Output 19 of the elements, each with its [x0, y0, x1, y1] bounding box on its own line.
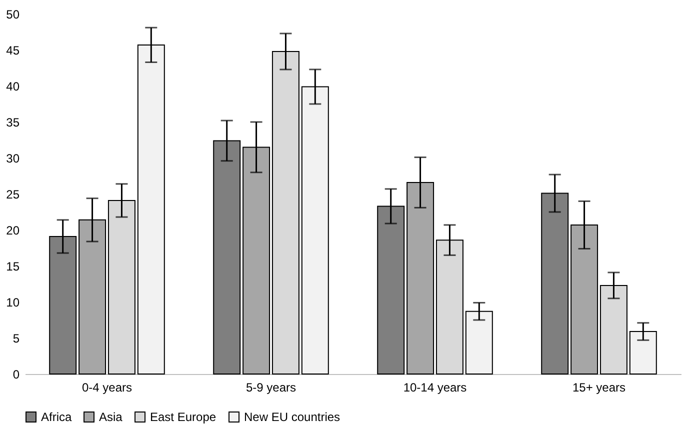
x-tick-label: 10-14 years [403, 380, 467, 394]
legend-label: Africa [41, 410, 72, 424]
y-tick-label: 10 [6, 296, 20, 310]
y-tick-label: 20 [6, 224, 20, 238]
y-tick-label: 25 [6, 188, 20, 202]
y-tick-label: 35 [6, 116, 20, 130]
x-tick-label: 5-9 years [246, 380, 296, 394]
legend-label: Asia [99, 410, 123, 424]
x-tick-label: 15+ years [572, 380, 626, 394]
y-tick-label: 0 [12, 368, 20, 382]
y-tick-label: 40 [6, 80, 20, 94]
x-tick-label: 0-4 years [82, 380, 132, 394]
legend-label: East Europe [150, 410, 216, 424]
y-tick-label: 30 [6, 152, 20, 166]
y-tick-label: 45 [6, 44, 20, 58]
y-tick-label: 5 [12, 332, 20, 346]
legend-label: New EU countries [244, 410, 340, 424]
y-tick-label: 50 [6, 8, 20, 22]
y-tick-label: 15 [6, 260, 20, 274]
